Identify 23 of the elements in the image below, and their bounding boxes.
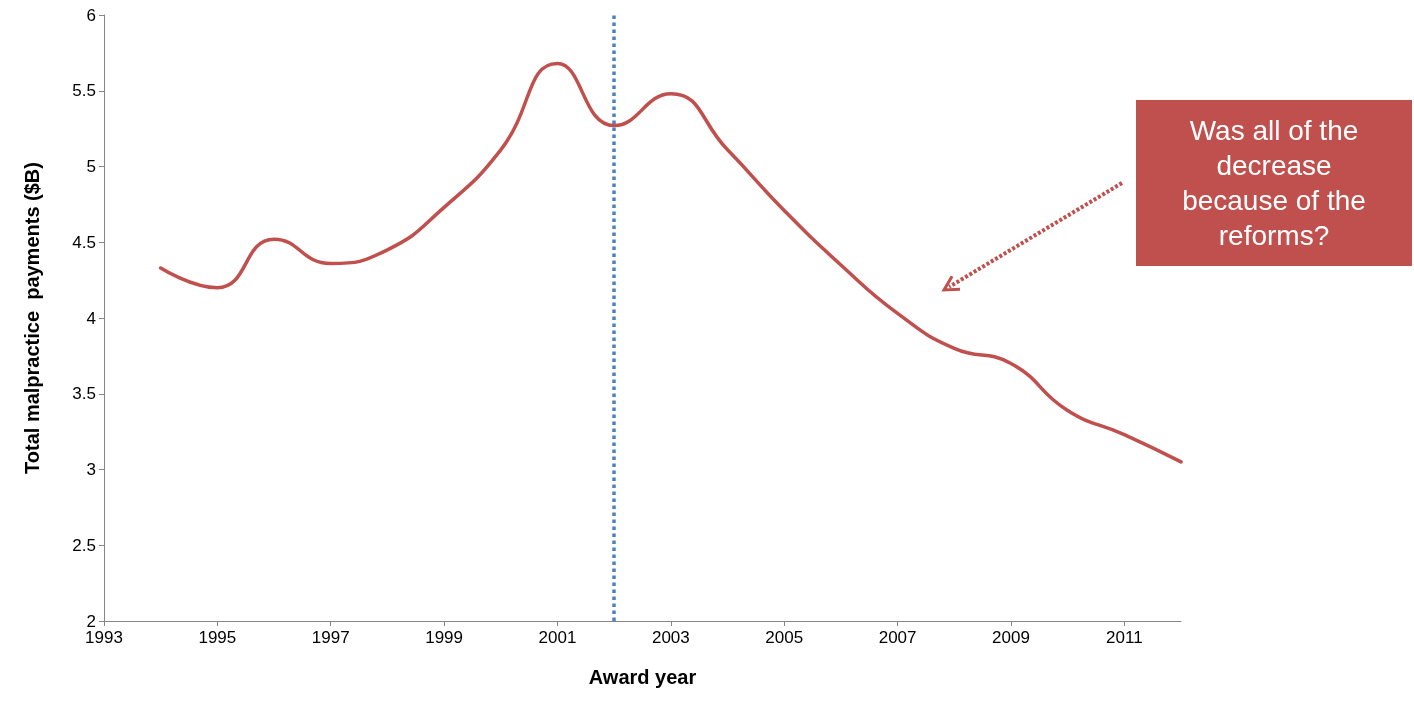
y-tick-label: 2.5 (72, 535, 96, 555)
line-series (158, 61, 1183, 464)
y-tick-label: 6 (86, 5, 96, 25)
x-tick-label: 2001 (538, 628, 577, 647)
x-tick-label: 1995 (198, 628, 237, 647)
y-tick-label: 4.5 (72, 232, 96, 252)
x-tick-label: 2009 (992, 628, 1030, 647)
x-tick-label: 1999 (425, 628, 464, 647)
callout-box: Was all of the decrease because of the reforms? (1136, 100, 1412, 266)
x-axis-title: Award year (588, 666, 697, 688)
x-tick-label: 2005 (765, 628, 804, 647)
y-axis-title: Total malpractice payments ($B) (21, 162, 43, 474)
y-tick-label: 5.5 (72, 81, 96, 101)
y-tick-label: 3.5 (72, 384, 96, 404)
x-tick-label: 1993 (85, 628, 123, 647)
x-tick-label: 2011 (1106, 628, 1143, 647)
x-tick-label: 2007 (878, 628, 917, 647)
y-tick-label: 2 (86, 611, 96, 631)
y-tick-label: 3 (86, 460, 96, 479)
x-tick-label: 2003 (651, 628, 690, 647)
x-tick-label: 1997 (311, 628, 350, 647)
y-tick-label: 4 (86, 308, 96, 328)
y-tick-label: 5 (86, 157, 96, 176)
